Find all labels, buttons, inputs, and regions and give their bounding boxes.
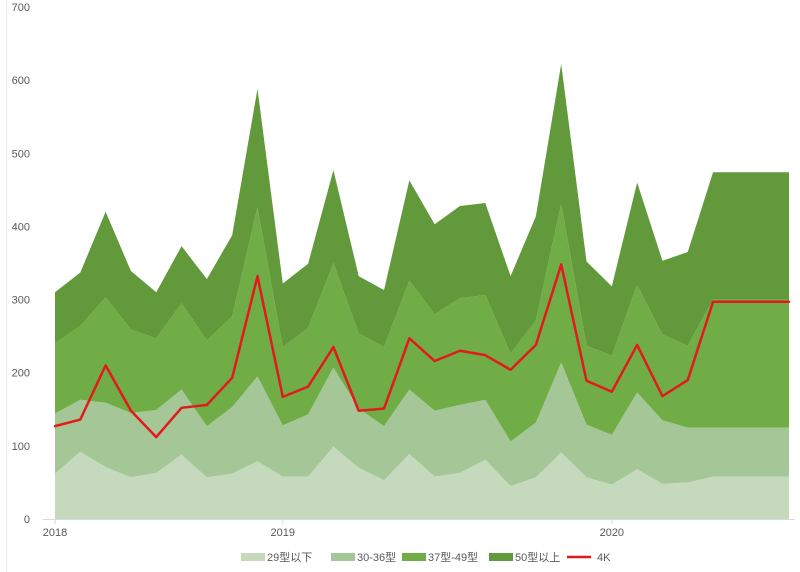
axes-group: 0 100 200 300 400 500 600 700 2018 2019 2020 bbox=[12, 2, 795, 539]
window-edge-line bbox=[6, 0, 7, 572]
y-tick-label: 0 bbox=[24, 514, 30, 526]
legend-item-3[interactable]: 37型-49型 bbox=[402, 550, 478, 564]
area-series-group bbox=[55, 64, 789, 519]
area-series-2 bbox=[55, 362, 789, 487]
legend-item-2[interactable]: 30-36型 bbox=[331, 550, 396, 564]
legend-swatch bbox=[402, 553, 426, 561]
legend-item-4[interactable]: 50型以上 bbox=[489, 550, 560, 564]
x-tick-label: 2019 bbox=[271, 527, 295, 539]
y-tick-label: 500 bbox=[12, 148, 30, 160]
y-tick-label: 100 bbox=[12, 441, 30, 453]
legend-swatch bbox=[489, 553, 513, 561]
legend-label: 4K bbox=[597, 552, 611, 564]
legend-label: 29型以下 bbox=[267, 550, 312, 564]
legend-item-1[interactable]: 29型以下 bbox=[241, 550, 312, 564]
y-tick-label: 400 bbox=[12, 221, 30, 233]
y-tick-label: 700 bbox=[12, 2, 30, 14]
legend[interactable]: 29型以下 30-36型 37型-49型 50型以上 4K bbox=[241, 550, 611, 564]
area-series-4 bbox=[55, 64, 789, 356]
y-tick-label: 300 bbox=[12, 295, 30, 307]
area-series-3 bbox=[55, 203, 789, 442]
legend-label: 37型-49型 bbox=[428, 550, 478, 564]
legend-label: 50型以上 bbox=[515, 550, 560, 564]
line-series-group bbox=[53, 263, 791, 439]
x-tick-label: 2020 bbox=[600, 527, 624, 539]
area-series-1 bbox=[55, 446, 789, 519]
legend-item-5[interactable]: 4K bbox=[567, 552, 611, 564]
y-tick-label: 600 bbox=[12, 75, 30, 87]
line-series-4k bbox=[53, 263, 791, 439]
legend-swatch bbox=[241, 553, 265, 561]
y-tick-label: 200 bbox=[12, 368, 30, 380]
x-tick-label: 2018 bbox=[43, 527, 67, 539]
legend-swatch bbox=[331, 553, 355, 561]
legend-label: 30-36型 bbox=[357, 550, 396, 564]
